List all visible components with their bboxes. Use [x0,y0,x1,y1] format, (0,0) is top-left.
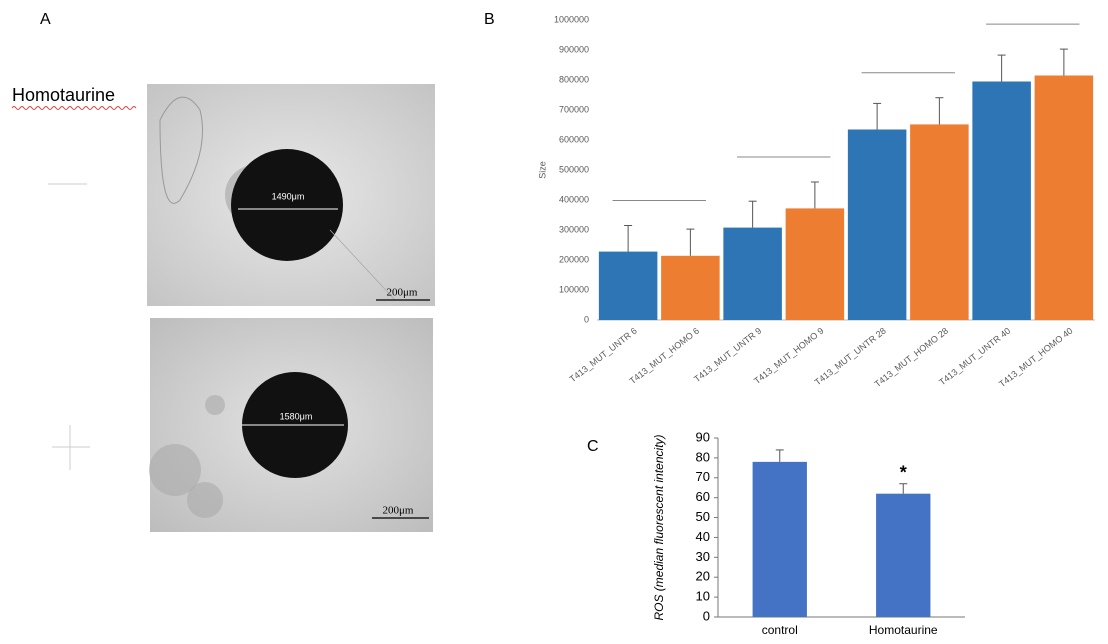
y-tick-label: 10 [696,589,710,604]
y-tick-label: 100000 [559,284,589,294]
y-tick-label: 300000 [559,224,589,234]
bar [1035,76,1094,321]
y-axis-label: Size [537,161,547,179]
bar [848,130,907,321]
x-tick-label: T413_MUT_UNTR 9 [692,326,763,385]
bar [910,124,969,320]
annotation: * [900,462,907,482]
scale-bar-label: 200μm [387,287,418,299]
y-tick-label: 80 [696,449,710,464]
scale-bar-label: 200μm [383,505,414,517]
y-tick-label: 20 [696,569,710,584]
y-tick-label: 700000 [559,104,589,114]
panel-label: C [587,438,599,455]
y-axis-label: ROS (median fluorescent intencity) [652,434,666,620]
y-tick-label: 200000 [559,254,589,264]
bar [723,228,782,320]
y-tick-label: 900000 [559,44,589,54]
y-tick-label: 40 [696,529,710,544]
y-tick-label: 70 [696,469,710,484]
bar [753,462,807,617]
y-tick-label: 400000 [559,194,589,204]
spell-underline [12,107,136,110]
y-tick-label: 30 [696,549,710,564]
y-tick-label: 60 [696,489,710,504]
y-tick-label: 0 [584,314,589,324]
row-label: Homotaurine [12,85,115,105]
y-tick-label: 600000 [559,134,589,144]
bar [876,494,930,617]
y-tick-label: 0 [703,608,710,623]
y-tick-label: 500000 [559,164,589,174]
micrograph: 1490μm 200μm [147,84,435,306]
x-tick-label: T413_MUT_HOMO 6 [628,326,702,387]
y-tick-label: 1000000 [554,14,589,24]
panel-label: A [40,11,51,28]
y-tick-label: 50 [696,509,710,524]
measurement-label: 1490μm [272,191,305,201]
bar [599,252,658,320]
measurement-label: 1580μm [280,411,313,421]
y-tick-label: 90 [696,429,710,444]
figure: A B C Homotaurine 1490μm 200μm 1580μm 20… [0,0,1108,644]
micrograph: 1580μm 200μm [149,318,433,532]
panel-label: B [484,11,495,28]
x-tick-label: T413_MUT_UNTR 6 [568,326,639,385]
y-tick-label: 800000 [559,74,589,84]
bar [661,256,720,320]
x-tick-label: Homotaurine [869,623,938,637]
bar [972,82,1031,321]
bar [786,208,845,320]
x-tick-label: control [762,623,798,637]
